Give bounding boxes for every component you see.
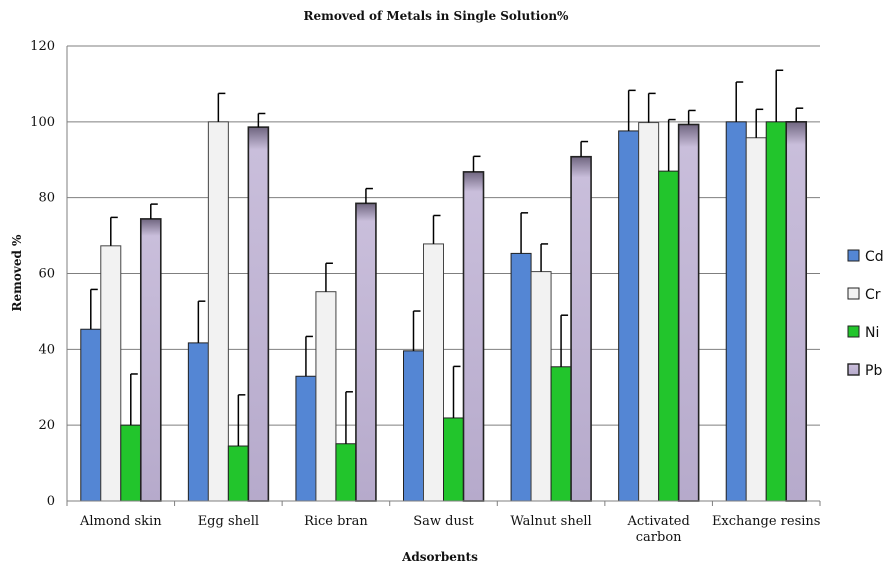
bar-ni [335, 443, 357, 502]
legend-swatch-cr [847, 287, 860, 300]
legend-swatch-pb [847, 363, 860, 376]
x-tick-label: Rice bran [304, 514, 368, 529]
bar-pb [785, 121, 808, 502]
bar-pb [570, 155, 592, 502]
legend: Cd Cr Ni Pb [847, 249, 884, 379]
legend-label-pb: Pb [865, 363, 882, 379]
bar-ni [443, 417, 464, 502]
legend-label-cr: Cr [865, 287, 881, 303]
bar-pb [677, 123, 700, 502]
bar-cr [745, 137, 767, 502]
bar-cr [423, 243, 444, 502]
x-tick-label: Saw dust [413, 514, 474, 529]
bar-pb [139, 218, 162, 502]
x-axis-title: Adsorbents [401, 550, 478, 564]
y-tick-label: 40 [38, 342, 55, 357]
bar-cr [530, 271, 552, 502]
x-tick-label: Walnut shell [510, 514, 591, 529]
bar-cr [638, 122, 660, 502]
y-axis-title: Removed % [10, 234, 24, 311]
y-tick-label: 20 [38, 418, 55, 433]
bar-cd [618, 130, 640, 502]
axes: 0 20 40 60 80 100 120 Almond skin Egg shell Rice … [30, 39, 821, 545]
bar-cd [295, 375, 317, 502]
bar-cd [80, 328, 102, 502]
bar-cr [207, 121, 229, 502]
bar-pb [247, 126, 270, 502]
bar-ni [120, 424, 142, 502]
legend-swatch-ni [847, 325, 860, 338]
bars [80, 69, 808, 502]
legend-swatch-cd [847, 249, 860, 262]
bar-ni [550, 366, 572, 502]
bar-cd [403, 350, 424, 502]
legend-label-cd: Cd [865, 249, 884, 265]
x-tick-label: Almond skin [79, 514, 162, 529]
bar-cd [725, 121, 747, 502]
y-tick-label: 120 [30, 39, 55, 54]
bar-cr [100, 245, 122, 502]
bar-pb [355, 202, 377, 502]
bar-pb [462, 171, 485, 502]
bar-ni [227, 445, 249, 502]
y-tick-label: 0 [47, 494, 55, 509]
y-tick-label: 80 [38, 191, 55, 206]
bar-ni [658, 170, 680, 502]
x-tick-label: carbon [636, 530, 682, 545]
legend-label-ni: Ni [865, 325, 879, 341]
chart-title: Removed of Metals in Single Solution% [304, 9, 570, 23]
y-tick-label: 60 [38, 267, 55, 282]
bar-ni [765, 121, 787, 502]
bar-cr [315, 291, 337, 502]
x-tick-label: Activated [626, 514, 689, 529]
y-tick-label: 100 [30, 115, 55, 130]
x-tick-label: Egg shell [198, 514, 259, 529]
bar-cd [510, 252, 532, 502]
bar-cd [187, 342, 209, 502]
x-tick-label: Exchange resins [712, 514, 821, 529]
